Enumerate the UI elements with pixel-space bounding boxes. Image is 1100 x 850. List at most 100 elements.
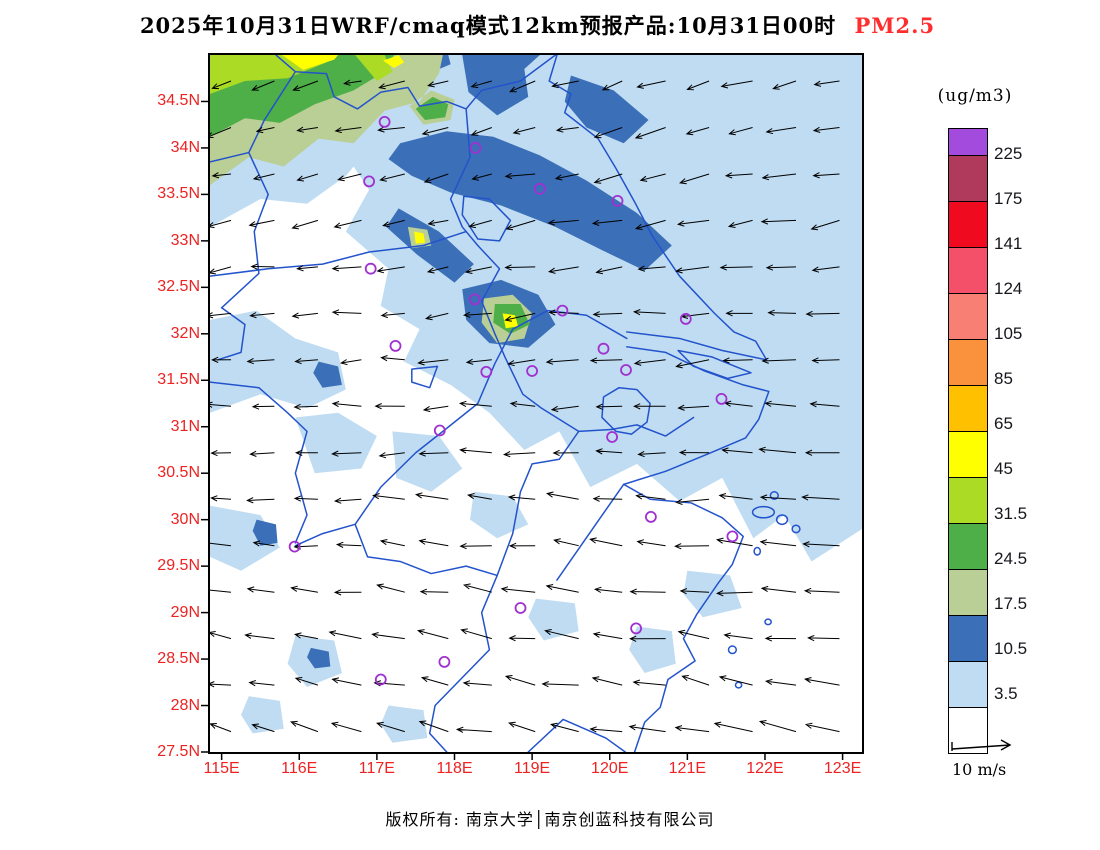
colorbar-tick-label: 24.5 [994, 549, 1028, 568]
station-marker [514, 602, 527, 614]
map-plot-area [208, 53, 864, 754]
lon-tick-label: 121E [668, 760, 707, 777]
station-marker [364, 262, 377, 275]
coastal-islands [728, 492, 799, 688]
colorbar-cell [949, 129, 987, 156]
boundary-line [528, 719, 625, 752]
lat-tick-label: 33N [170, 231, 200, 249]
wind-scale-label: 10 m/s [952, 760, 1007, 779]
colorbar-cell [949, 570, 987, 616]
coastline-south [624, 347, 769, 752]
boundary-line [611, 417, 693, 436]
boundary-line [218, 308, 245, 360]
colorbar-tick-label: 3.5 [994, 684, 1018, 703]
colorbar-cell [949, 524, 987, 570]
lat-tick-label: 29N [170, 603, 200, 621]
colorbar-tick-label: 45 [994, 459, 1013, 478]
lat-tick-label: 32.5N [157, 278, 200, 296]
colorbar-cell [949, 202, 987, 248]
boundary-line [210, 153, 268, 308]
colorbar-cell [949, 708, 987, 753]
colorbar-tick-label: 65 [994, 414, 1013, 433]
colorbar-cell [949, 432, 987, 478]
lat-tick-label: 29.5N [157, 557, 200, 575]
station-marker [526, 365, 539, 377]
station-marker [378, 116, 391, 128]
lat-tick-label: 28N [170, 696, 200, 714]
chart-title: 2025年10月31日WRF/cmaq模式12km预报产品:10月31日00时 … [0, 10, 1075, 40]
colorbar-cell [949, 662, 987, 708]
lat-tick-label: 31.5N [157, 371, 200, 389]
lon-tick-label: 115E [203, 760, 240, 777]
station-marker [374, 673, 387, 686]
river-yangtze [295, 311, 626, 546]
colorbar-cell [949, 156, 987, 202]
lat-tick-label: 28.5N [157, 650, 200, 668]
boundary-line [430, 575, 498, 752]
colorbar-cell [949, 294, 987, 340]
station-marker [533, 182, 546, 195]
lake-taihu [602, 388, 650, 434]
colorbar-cell [949, 478, 987, 524]
colorbar [948, 128, 988, 754]
coastline-north [549, 55, 766, 360]
colorbar-cell [949, 386, 987, 432]
colorbar-cell [949, 616, 987, 662]
station-marker [480, 365, 493, 378]
station-marker [433, 424, 446, 437]
wind-scale-legend: 10 m/s [948, 736, 1048, 779]
colorbar-tick-label: 31.5 [994, 504, 1028, 523]
lon-tick-label: 119E [514, 760, 551, 777]
lon-tick-label: 118E [436, 760, 473, 777]
station-marker [597, 342, 610, 355]
station-marker [715, 392, 728, 405]
contour-fill-dark-blue [252, 55, 672, 669]
copyright-text: 版权所有: 南京大学│南京创蓝科技有限公司 [385, 810, 715, 829]
lat-tick-label: 34.5N [157, 92, 200, 110]
boundary-line [210, 382, 307, 543]
colorbar-tick-label: 141 [994, 234, 1023, 253]
station-marker [726, 530, 739, 543]
boundary-line [276, 55, 555, 109]
station-marker [620, 364, 632, 376]
boundary-line [355, 524, 497, 575]
boundary-line [451, 109, 612, 431]
station-marker [606, 431, 619, 443]
station-marker [468, 293, 481, 306]
chart-title-pollutant: PM2.5 [854, 13, 936, 38]
lat-tick-label: 33.5N [157, 185, 200, 203]
colorbar-tick-label: 10.5 [994, 639, 1028, 658]
lat-tick-label: 32N [170, 324, 200, 342]
station-marker [630, 622, 643, 635]
province-boundaries [210, 55, 694, 752]
lon-tick-label: 122E [746, 760, 784, 777]
station-marker [644, 510, 657, 523]
river-qiantang [557, 484, 624, 580]
lon-tick-label: 117E [358, 760, 395, 777]
colorbar-tick-label: 85 [994, 369, 1013, 388]
wind-and-station-overlay [210, 79, 840, 733]
lake-chaohu [412, 366, 438, 387]
contour-fill-olive-green [210, 55, 533, 344]
lake-hongze [462, 196, 510, 241]
colorbar-units-label: (ug/m3) [937, 86, 1013, 106]
station-marker [556, 304, 569, 317]
lat-tick-label: 30N [170, 510, 200, 528]
wind-vectors [210, 79, 840, 733]
station-marker [679, 312, 692, 325]
lon-tick-label: 123E [823, 760, 862, 777]
colorbar-tick-label: 225 [994, 144, 1023, 163]
chart-title-text: 2025年10月31日WRF/cmaq模式12km预报产品:10月31日00时 [139, 13, 837, 38]
station-marker [288, 540, 301, 553]
station-marker [611, 194, 624, 207]
boundary-line [497, 431, 578, 575]
station-marker [363, 175, 376, 188]
lat-tick-label: 34N [170, 138, 200, 156]
contour-fill-green [210, 55, 530, 334]
colorbar-tick-label: 124 [994, 279, 1023, 298]
lat-tick-label: 31N [170, 417, 200, 435]
boundary-line [249, 72, 296, 153]
station-marker [469, 142, 482, 154]
contour-fill-light-blue [210, 55, 862, 743]
